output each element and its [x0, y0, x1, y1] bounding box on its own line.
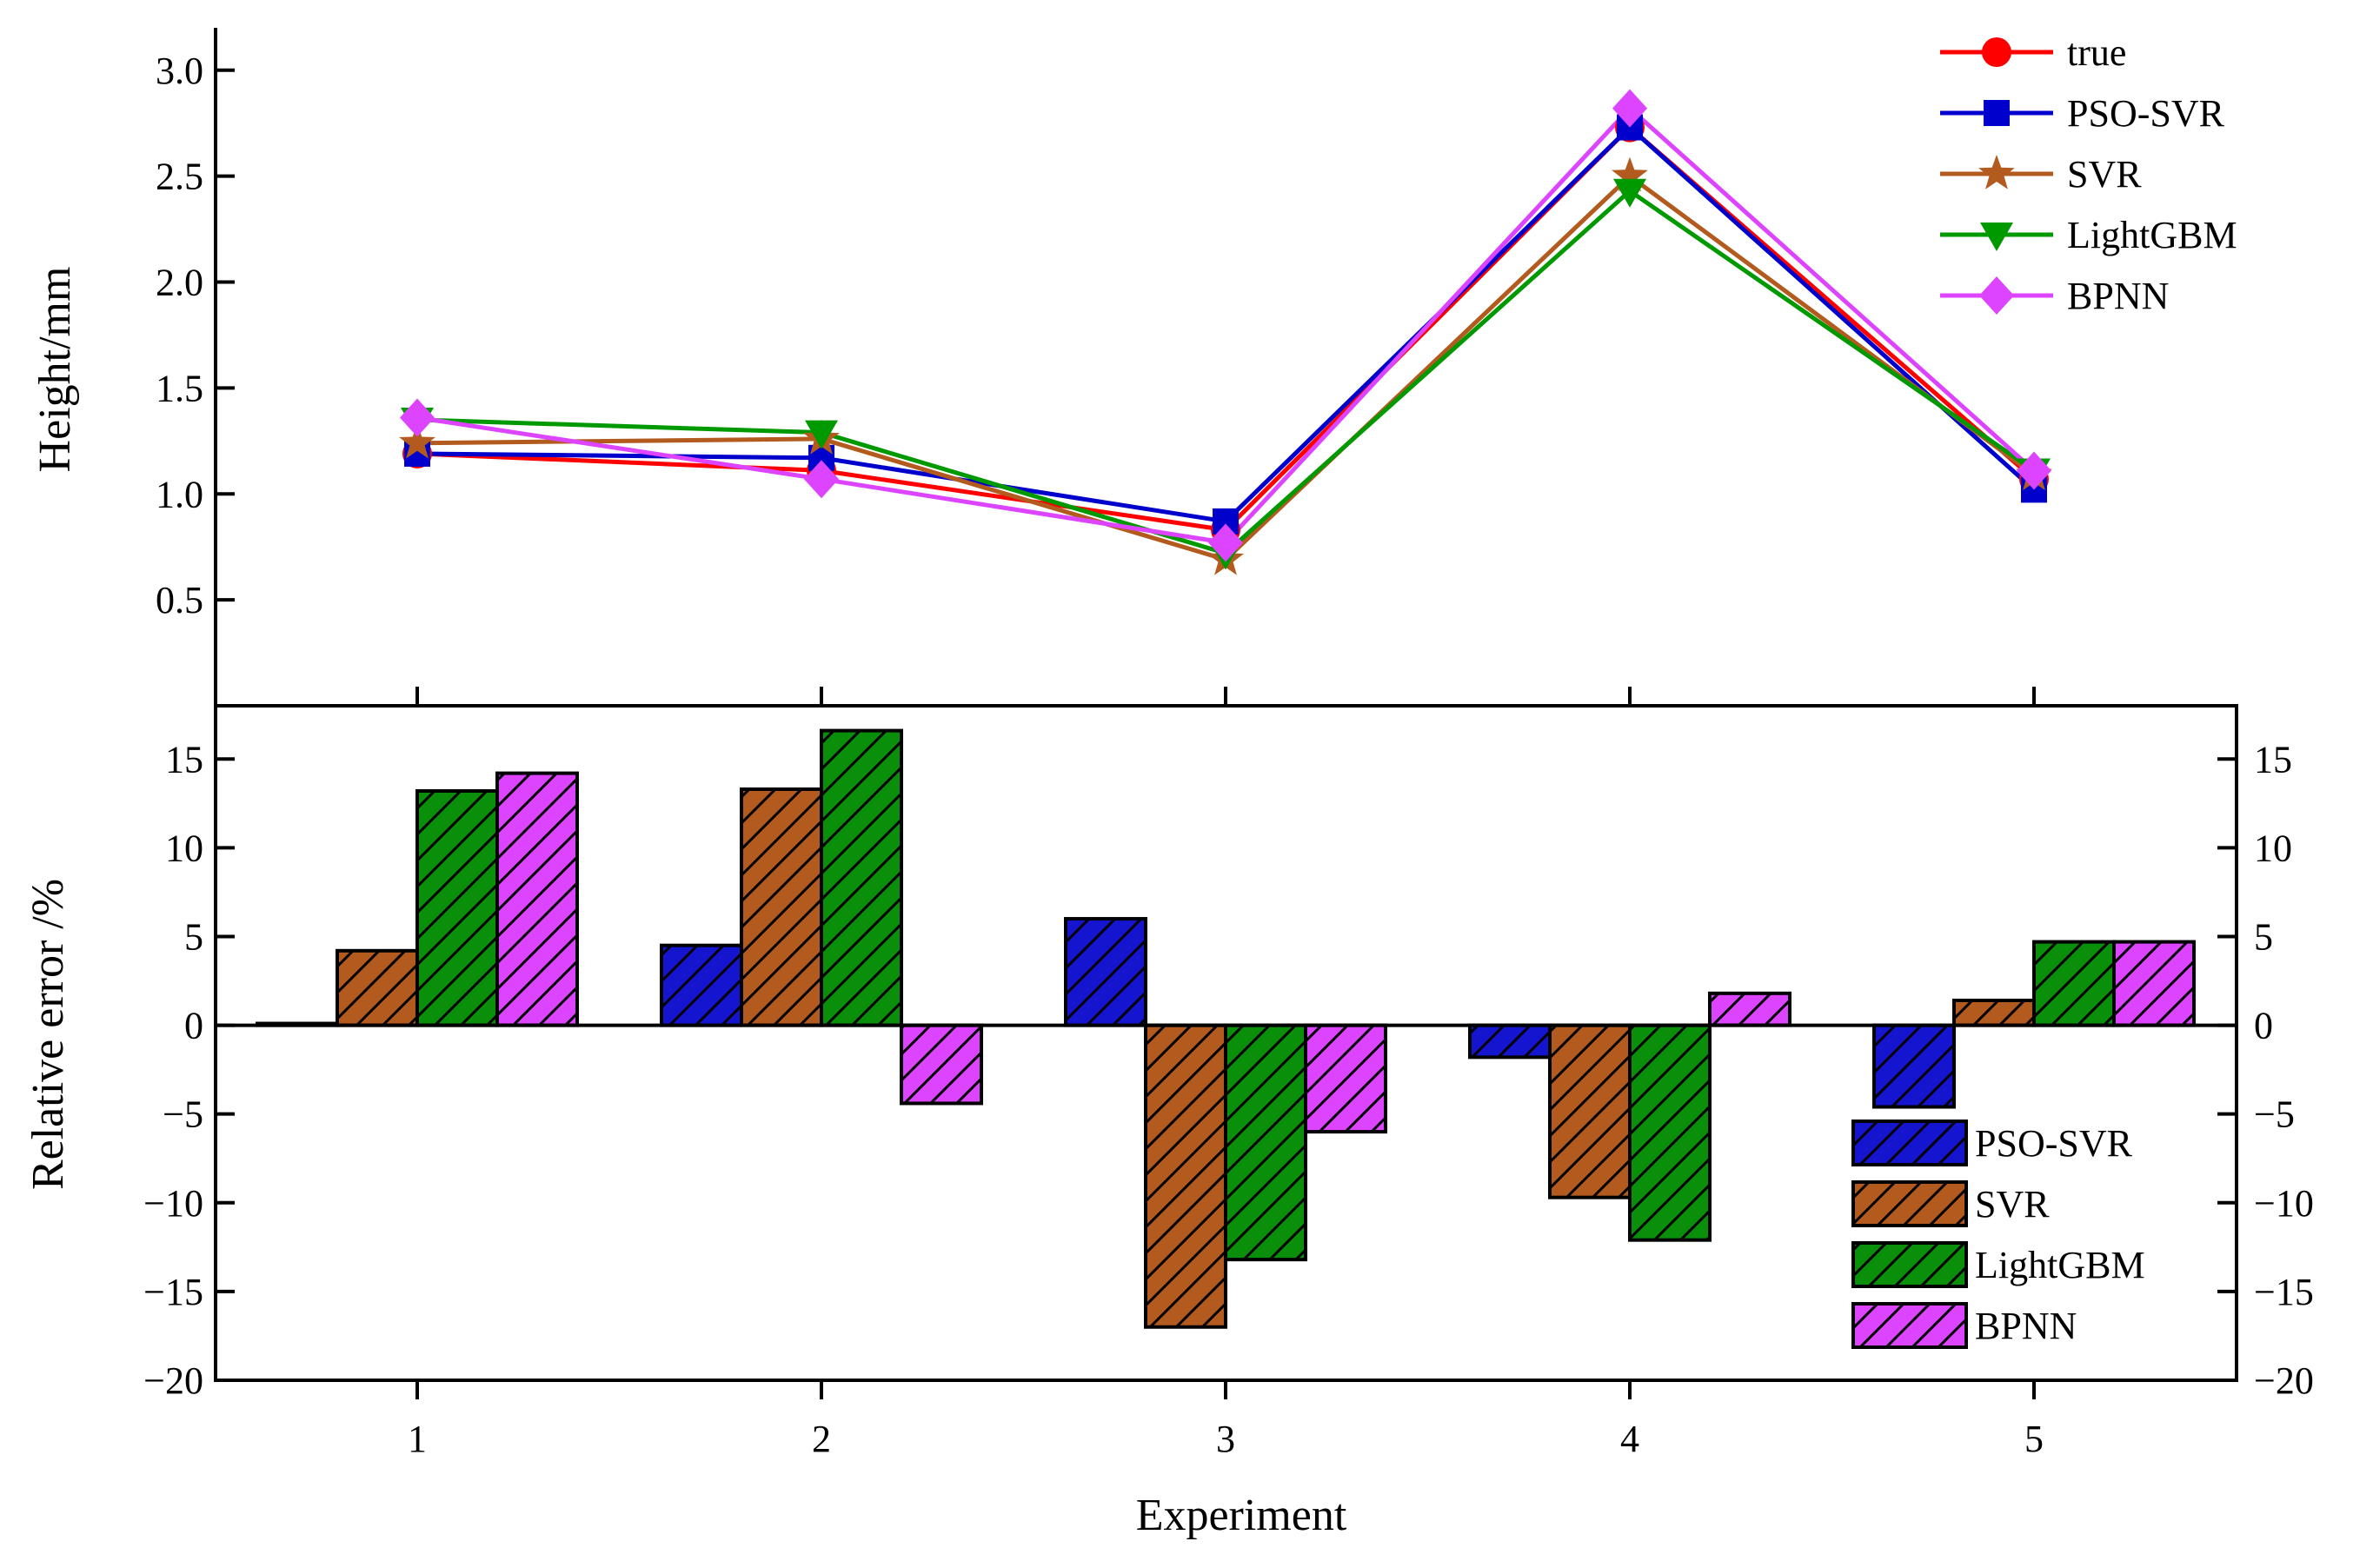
- bar-hatch-overlay: [1224, 1023, 1307, 1262]
- bar-hatch-overlay: [1144, 1023, 1227, 1329]
- bar-hatch-overlay: [1304, 1023, 1387, 1134]
- bottom-y-tick-label-left: −15: [143, 1271, 203, 1313]
- bar-hatch-overlay: [495, 771, 579, 1027]
- top-y-tick-label: 0.5: [156, 579, 203, 621]
- top-x-ticks: [415, 687, 2036, 706]
- line-series-group: [399, 89, 2052, 575]
- legend-swatch-hatch: [1851, 1241, 1968, 1288]
- bottom-y-tick-label-right: −10: [2254, 1182, 2314, 1225]
- legend-label: PSO-SVR: [1975, 1122, 2133, 1165]
- point-bpnn: [1612, 89, 1647, 128]
- legend-label: true: [2067, 31, 2126, 74]
- bottom-x-axis: 1 2 3 4 5: [408, 1380, 2044, 1460]
- bar-hatch-overlay: [415, 789, 499, 1027]
- legend-label: BPNN: [1975, 1305, 2077, 1347]
- x-axis-title: Experiment: [1136, 1491, 1347, 1540]
- line-legend: true PSO-SVR SVR LightGBM BPNN: [1940, 31, 2237, 317]
- legend-label: BPNN: [2067, 275, 2169, 317]
- x-tick-label: 5: [2024, 1418, 2044, 1460]
- legend-swatch-hatch: [1851, 1120, 1968, 1166]
- series-line-lightgbm: [416, 188, 2036, 556]
- top-y-tick-label: 2.0: [156, 262, 203, 304]
- bottom-y-tick-label-right: 5: [2254, 915, 2273, 958]
- relative-error-bar-chart: −20 −20 −15 −15 −10 −10 −5 −5 0 0 5 5 10 10 15 15 1 2 3 4 5…: [23, 704, 2314, 1540]
- point-bpnn: [1208, 523, 1243, 562]
- x-tick-label: 3: [1216, 1418, 1235, 1460]
- top-y-axis: 0.5 1.0 1.5 2.0 2.5 3.0: [156, 50, 235, 621]
- point-bpnn: [2017, 451, 2051, 490]
- legend-marker-bpnn: [1979, 276, 2014, 315]
- bottom-y-tick-label-left: 15: [165, 738, 203, 781]
- bar-legend: PSO-SVR SVR LightGBM BPNN: [1851, 1120, 2145, 1349]
- series-line-svr: [416, 173, 2036, 562]
- bottom-y-tick-label-right: 10: [2254, 827, 2292, 869]
- bar-hatch-overlay: [1064, 917, 1147, 1027]
- x-tick-label: 2: [812, 1418, 831, 1460]
- bottom-y-axis-title: Relative error /%: [23, 879, 73, 1190]
- top-y-tick-label: 1.5: [156, 367, 203, 409]
- top-axis-frame: [214, 28, 2237, 708]
- bar-hatch-overlay: [2032, 940, 2116, 1027]
- series-line-bpnn: [416, 105, 2036, 545]
- bar-hatch-overlay: [820, 728, 903, 1027]
- legend-label: LightGBM: [2067, 214, 2237, 256]
- x-tick-label: 1: [408, 1418, 427, 1460]
- top-y-tick-label: 2.5: [156, 156, 203, 198]
- bar-hatch-overlay: [900, 1023, 983, 1106]
- bar-hatch-overlay: [1628, 1023, 1712, 1242]
- bar-hatch-overlay: [336, 948, 419, 1027]
- legend-label: LightGBM: [1975, 1244, 2145, 1286]
- point-bpnn: [400, 398, 435, 437]
- bottom-y-tick-label-left: 5: [184, 915, 203, 958]
- series-line-true: [416, 124, 2036, 533]
- bottom-y-tick-label-right: −15: [2254, 1271, 2314, 1313]
- legend-label: SVR: [1975, 1183, 2050, 1226]
- legend-marker-svr: [1978, 155, 2015, 189]
- legend-marker-lightgbm: [1980, 223, 2013, 251]
- bar-hatch-overlay: [1548, 1023, 1632, 1199]
- bar-hatch-overlay: [740, 787, 823, 1027]
- bottom-y-tick-label-left: −5: [163, 1093, 203, 1136]
- top-y-tick-label: 1.0: [156, 473, 203, 515]
- bar-hatch-overlay: [2112, 940, 2196, 1027]
- bottom-y-tick-label-right: −20: [2254, 1359, 2314, 1402]
- point-svr: [399, 423, 435, 459]
- top-y-tick-label: 3.0: [156, 50, 203, 92]
- bar-hatch-overlay: [1468, 1023, 1552, 1060]
- bottom-y-tick-label-right: −5: [2254, 1093, 2295, 1136]
- bottom-y-tick-label-left: 0: [184, 1005, 203, 1047]
- height-line-chart: 0.5 1.0 1.5 2.0 2.5 3.0 Height/mm: [30, 28, 2237, 708]
- x-tick-label: 4: [1620, 1418, 1639, 1460]
- bar-series-group: [256, 728, 2196, 1329]
- bar-hatch-overlay: [1952, 998, 2036, 1027]
- point-svr: [1612, 156, 1648, 192]
- legend-swatch-hatch: [1851, 1302, 1968, 1349]
- bottom-y-tick-label-right: 15: [2254, 738, 2292, 781]
- top-y-axis-title: Height/mm: [30, 267, 80, 473]
- point-lightgbm: [805, 420, 838, 449]
- bar-hatch-overlay: [1708, 991, 1791, 1027]
- legend-marker-true: [1982, 37, 2011, 67]
- legend-label: PSO-SVR: [2067, 92, 2225, 135]
- bar-hatch-overlay: [1872, 1023, 1956, 1109]
- bottom-y-tick-label-left: −10: [143, 1182, 203, 1225]
- point-bpnn: [804, 460, 839, 499]
- bar-hatch-overlay: [660, 943, 743, 1027]
- bottom-y-tick-label-left: −20: [143, 1359, 203, 1402]
- bottom-y-tick-label-left: 10: [165, 827, 203, 869]
- bottom-y-tick-label-right: 0: [2254, 1005, 2273, 1047]
- legend-swatch-hatch: [1851, 1180, 1968, 1227]
- legend-marker-pso-svr: [1984, 100, 2010, 126]
- legend-label: SVR: [2067, 153, 2142, 196]
- bottom-y-axis: −20 −20 −15 −15 −10 −10 −5 −5 0 0 5 5 10 10 15 15: [143, 738, 2314, 1402]
- point-lightgbm: [1613, 178, 1646, 208]
